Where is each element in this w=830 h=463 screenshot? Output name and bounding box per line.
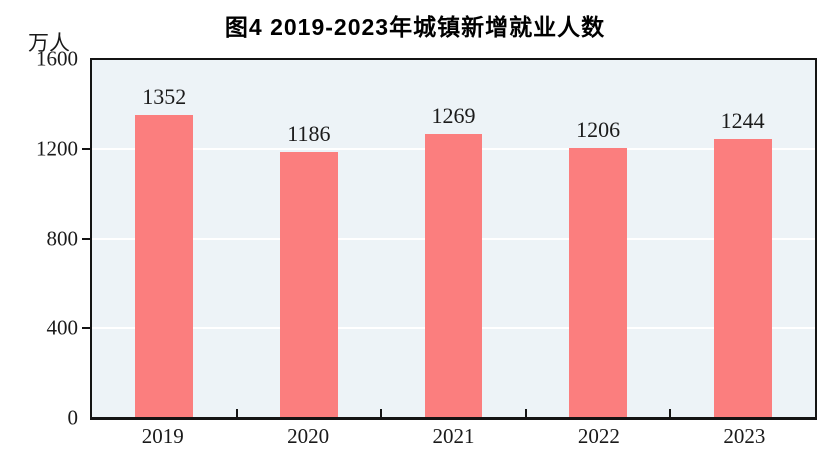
y-axis-tick-mark <box>82 148 90 151</box>
bar <box>424 133 483 417</box>
y-tick-label: 0 <box>67 405 79 430</box>
bar <box>569 147 627 417</box>
bar-value-label: 1352 <box>142 84 187 110</box>
y-tick-label: 400 <box>46 315 79 340</box>
x-tick-label: 2023 <box>723 424 766 448</box>
bar-value-label: 1269 <box>431 102 476 128</box>
y-tick-label: 1600 <box>36 46 78 71</box>
bar-value-label: 1206 <box>576 116 621 142</box>
bar-group: 1269 <box>381 60 526 417</box>
x-axis-tick-mark <box>524 409 527 417</box>
chart-title: 图4 2019-2023年城镇新增就业人数 <box>224 14 606 40</box>
x-tick-label: 2021 <box>432 424 475 448</box>
x-axis-tick-mark <box>669 409 672 417</box>
y-axis-tick-mark <box>82 326 90 329</box>
x-axis-tick-mark <box>380 409 383 417</box>
y-axis-unit-label: 万人 <box>28 31 70 55</box>
bar <box>713 139 772 417</box>
y-tick-label: 1200 <box>36 136 78 161</box>
x-tick-label: 2020 <box>287 424 330 448</box>
bar-value-label: 1186 <box>287 121 331 147</box>
bar-group: 1352 <box>92 60 237 417</box>
plot-area: 1352 1186 1269 1206 1244 <box>82 58 817 420</box>
x-tick-label: 2019 <box>141 424 184 448</box>
y-tick-label: 800 <box>46 226 79 250</box>
x-axis-tick-mark <box>235 409 238 417</box>
bars-layer: 1352 1186 1269 1206 1244 <box>92 60 815 417</box>
x-axis-tick-labels: 2019 2020 2021 2022 2023 <box>90 424 817 454</box>
bar <box>135 115 194 417</box>
bar-group: 1206 <box>526 60 671 417</box>
bar-group: 1186 <box>237 60 382 417</box>
x-tick-label: 2022 <box>577 424 620 448</box>
y-axis-tick-mark <box>82 237 90 240</box>
y-axis-tick-labels: 0 400 800 1200 1600 <box>0 48 79 428</box>
bar-group: 1244 <box>670 60 815 417</box>
bar <box>279 152 338 417</box>
bar-value-label: 1244 <box>720 108 765 134</box>
